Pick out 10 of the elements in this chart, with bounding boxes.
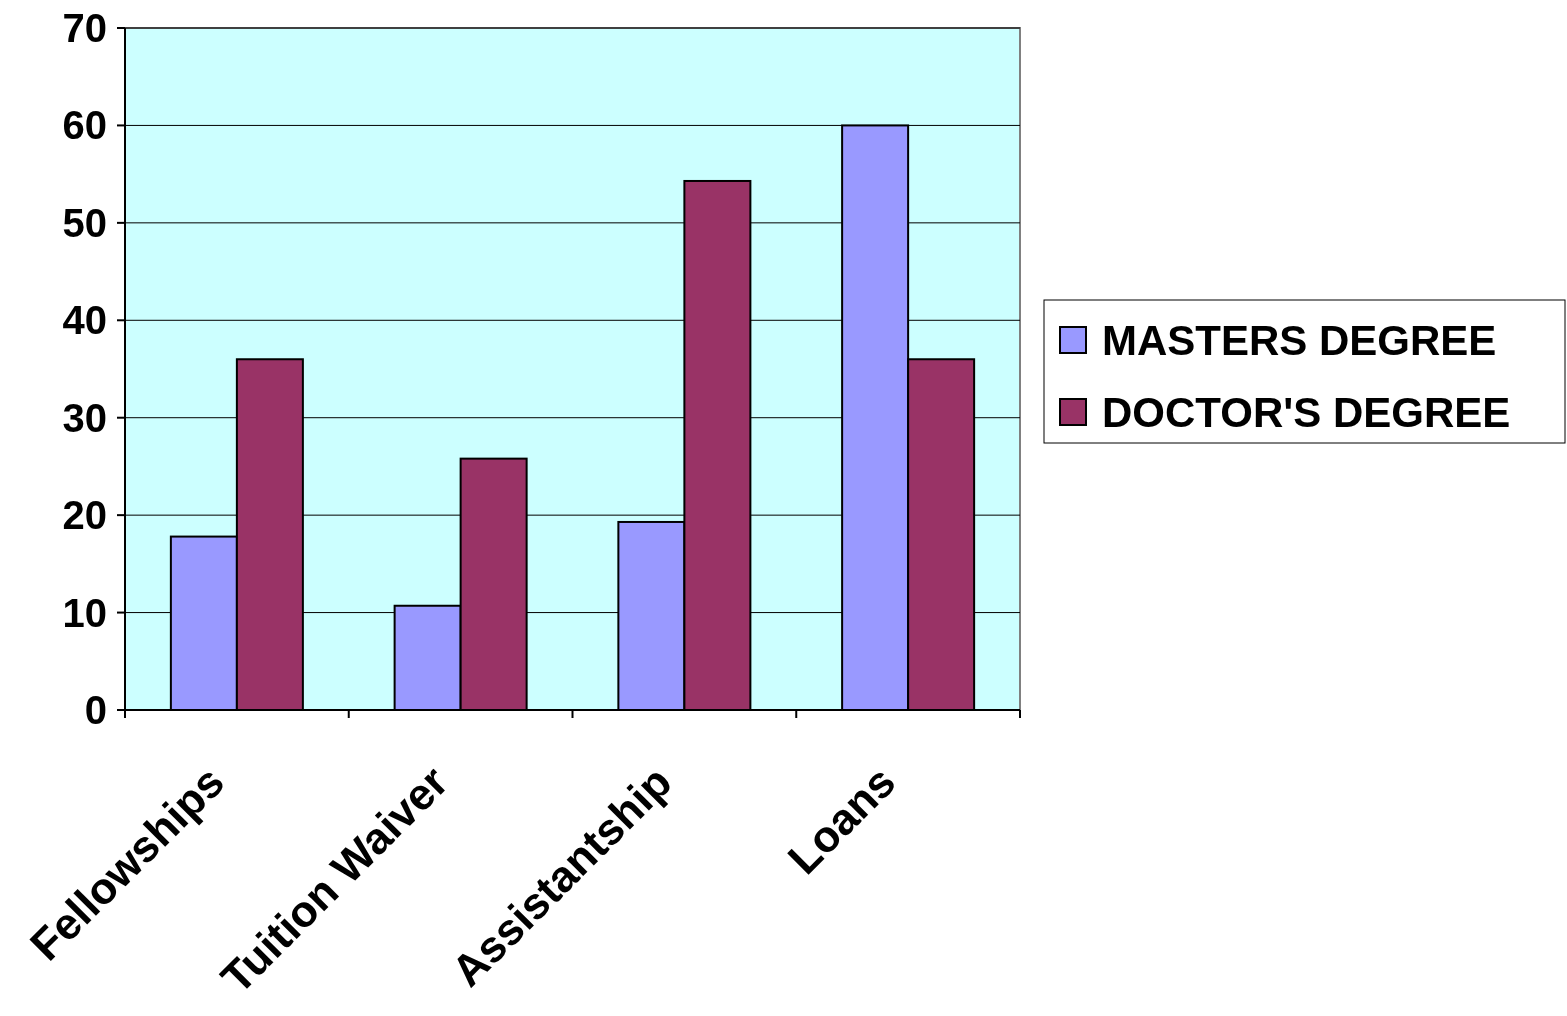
y-tick-label: 50 xyxy=(62,200,107,245)
y-tick-label: 70 xyxy=(62,6,107,50)
y-tick-label: 40 xyxy=(62,298,107,343)
legend-label: MASTERS DEGREE xyxy=(1102,316,1497,364)
y-tick-label: 30 xyxy=(62,395,107,440)
y-tick-label: 0 xyxy=(84,688,107,732)
y-tick-label: 10 xyxy=(62,590,107,635)
y-tick-label: 20 xyxy=(62,493,107,538)
y-tick-label: 60 xyxy=(62,103,107,148)
legend-label: DOCTOR'S DEGREE xyxy=(1102,388,1511,436)
